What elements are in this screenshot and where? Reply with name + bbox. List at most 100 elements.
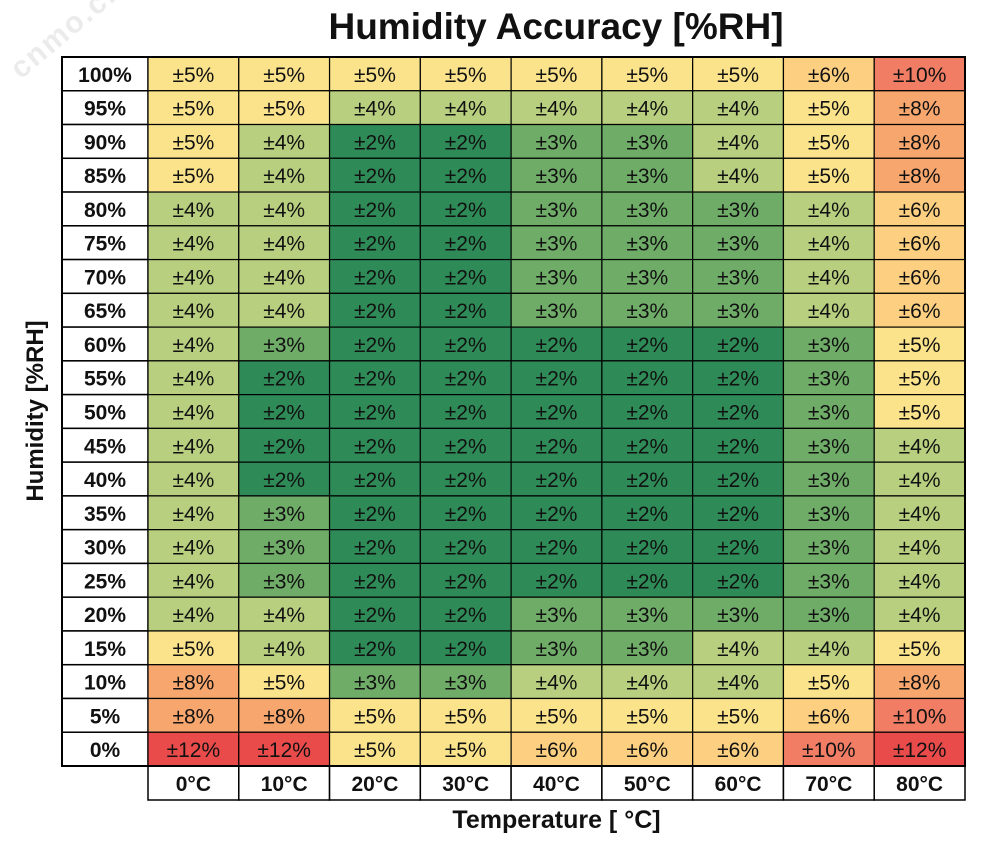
heatmap-cell bbox=[510, 495, 603, 531]
row-label: 45% bbox=[84, 435, 126, 458]
cell-value-label: ±6% bbox=[899, 233, 941, 256]
cell-value-label: ±4% bbox=[899, 537, 941, 560]
cell-value-label: ±10% bbox=[802, 739, 856, 762]
cell-value-label: ±2% bbox=[536, 435, 578, 458]
cell-value-label: ±4% bbox=[263, 604, 305, 627]
cell-value-label: ±4% bbox=[899, 570, 941, 593]
cell-value-label: ±2% bbox=[536, 469, 578, 492]
heatmap-cell bbox=[692, 225, 785, 261]
row-label: 90% bbox=[84, 131, 126, 154]
cell-value-label: ±2% bbox=[717, 503, 759, 526]
heatmap-cell bbox=[147, 731, 240, 767]
heatmap-cell bbox=[873, 697, 966, 733]
heatmap-cell bbox=[510, 360, 603, 396]
cell-value-label: ±3% bbox=[626, 300, 668, 323]
cell-value-label: ±3% bbox=[808, 402, 850, 425]
cell-value-label: ±2% bbox=[354, 266, 396, 289]
cell-value-label: ±5% bbox=[445, 64, 487, 87]
heatmap-cell bbox=[419, 529, 512, 565]
cell-value-label: ±3% bbox=[536, 199, 578, 222]
heatmap-cell bbox=[782, 191, 875, 227]
heatmap-cell bbox=[328, 461, 421, 497]
heatmap-cell bbox=[601, 360, 694, 396]
column-label-cell bbox=[510, 765, 603, 801]
heatmap-cell bbox=[601, 495, 694, 531]
cell-value-label: ±6% bbox=[717, 739, 759, 762]
heatmap-cell bbox=[782, 427, 875, 463]
cell-value-label: ±3% bbox=[808, 334, 850, 357]
cell-value-label: ±5% bbox=[899, 402, 941, 425]
cell-value-label: ±3% bbox=[354, 672, 396, 695]
heatmap-cell bbox=[692, 731, 785, 767]
heatmap-cell bbox=[601, 258, 694, 294]
heatmap-cell bbox=[510, 123, 603, 159]
cell-value-label: ±2% bbox=[445, 368, 487, 391]
cell-value-label: ±2% bbox=[445, 638, 487, 661]
cell-value-label: ±2% bbox=[354, 300, 396, 323]
cell-value-label: ±2% bbox=[626, 570, 668, 593]
heatmap-cell bbox=[328, 191, 421, 227]
heatmap-cell bbox=[147, 630, 240, 666]
cell-value-label: ±2% bbox=[445, 402, 487, 425]
cell-value-label: ±5% bbox=[536, 705, 578, 728]
cell-value-label: ±2% bbox=[536, 570, 578, 593]
heatmap-cell bbox=[147, 90, 240, 126]
cell-value-label: ±5% bbox=[717, 705, 759, 728]
row-label: 50% bbox=[84, 402, 126, 425]
cell-value-label: ±4% bbox=[172, 604, 214, 627]
cell-value-label: ±3% bbox=[536, 638, 578, 661]
cell-value-label: ±3% bbox=[445, 672, 487, 695]
heatmap-cell bbox=[782, 157, 875, 193]
heatmap-cell bbox=[419, 495, 512, 531]
heatmap-cell bbox=[782, 56, 875, 92]
cell-value-label: ±6% bbox=[808, 64, 850, 87]
heatmap-cell bbox=[601, 157, 694, 193]
heatmap-cell bbox=[873, 123, 966, 159]
cell-value-label: ±2% bbox=[536, 368, 578, 391]
heatmap-cell bbox=[238, 596, 331, 632]
heatmap-cell bbox=[601, 427, 694, 463]
heatmap-cell bbox=[238, 394, 331, 429]
row-label: 35% bbox=[84, 503, 126, 526]
cell-value-label: ±3% bbox=[536, 233, 578, 256]
cell-value-label: ±3% bbox=[626, 604, 668, 627]
cell-value-label: ±2% bbox=[354, 503, 396, 526]
cell-value-label: ±3% bbox=[626, 638, 668, 661]
cell-value-label: ±6% bbox=[899, 300, 941, 323]
cell-value-label: ±8% bbox=[899, 131, 941, 154]
row-label: 95% bbox=[84, 98, 126, 121]
heatmap-cell bbox=[238, 427, 331, 463]
row-label: 70% bbox=[84, 266, 126, 289]
heatmap-cell bbox=[510, 731, 603, 767]
column-label: 80°C bbox=[896, 773, 943, 796]
row-label: 60% bbox=[84, 334, 126, 357]
heatmap-cell bbox=[238, 157, 331, 193]
row-label: 15% bbox=[84, 638, 126, 661]
heatmap-cell bbox=[147, 529, 240, 565]
cell-value-label: ±2% bbox=[717, 402, 759, 425]
cell-value-label: ±3% bbox=[536, 165, 578, 188]
cell-value-label: ±4% bbox=[172, 233, 214, 256]
cell-value-label: ±2% bbox=[626, 537, 668, 560]
cell-value-label: ±2% bbox=[626, 503, 668, 526]
heatmap-cell bbox=[510, 326, 603, 362]
column-label: 70°C bbox=[805, 773, 852, 796]
cell-value-label: ±2% bbox=[536, 334, 578, 357]
heatmap-cell bbox=[238, 731, 331, 767]
heatmap-cell bbox=[782, 697, 875, 733]
cell-value-label: ±2% bbox=[626, 368, 668, 391]
cell-value-label: ±4% bbox=[263, 165, 305, 188]
heatmap-cell bbox=[692, 191, 785, 227]
cell-value-label: ±2% bbox=[263, 402, 305, 425]
cell-value-label: ±2% bbox=[445, 300, 487, 323]
chart-title: Humidity Accuracy [%RH] bbox=[328, 6, 784, 47]
heatmap-cell bbox=[419, 258, 512, 294]
heatmap-cell bbox=[601, 326, 694, 362]
row-label: 65% bbox=[84, 300, 126, 323]
cell-value-label: ±3% bbox=[808, 435, 850, 458]
row-label-cell bbox=[61, 596, 149, 632]
heatmap-cell bbox=[147, 596, 240, 632]
heatmap-cell bbox=[601, 123, 694, 159]
cell-value-label: ±2% bbox=[626, 402, 668, 425]
heatmap-cell bbox=[782, 731, 875, 767]
